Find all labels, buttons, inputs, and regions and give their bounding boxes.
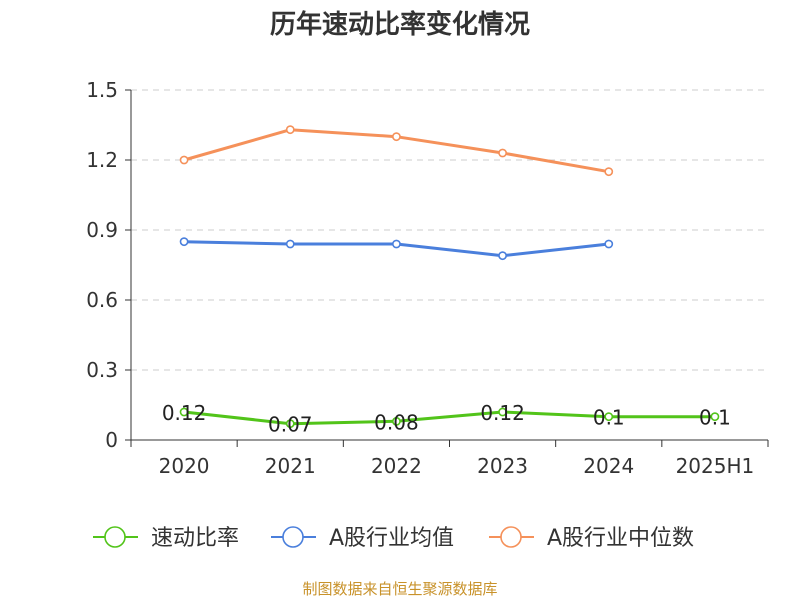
y-tick-label: 1.5 <box>86 78 118 102</box>
legend-marker <box>500 526 522 548</box>
data-point[interactable] <box>285 419 295 429</box>
legend-item-label[interactable]: 速动比率 <box>151 526 239 551</box>
data-point[interactable] <box>392 239 401 249</box>
grid <box>131 89 768 371</box>
source-note: 制图数据来自恒生聚源数据库 <box>302 580 497 598</box>
data-point[interactable] <box>285 125 295 135</box>
legend-item-label[interactable]: A股行业均值 <box>329 526 454 551</box>
x-tick-label: 2023 <box>477 454 528 478</box>
y-tick-label: 0.6 <box>86 288 118 312</box>
y-axis-ticks: 0 0.3 0.6 0.9 1.2 1.5 <box>86 78 118 452</box>
y-tick-label: 0.9 <box>86 218 118 242</box>
chart-title: 历年速动比率变化情况 <box>270 9 530 40</box>
y-tick-label: 0 <box>105 428 118 452</box>
data-point[interactable] <box>498 148 507 158</box>
y-tick-label: 1.2 <box>86 148 118 172</box>
data-label: 0.1 <box>699 406 731 430</box>
x-tick-label: 2024 <box>583 454 634 478</box>
data-point[interactable] <box>604 167 614 177</box>
data-point[interactable] <box>285 239 295 249</box>
series-line-0 <box>183 410 715 426</box>
x-tick-label: 2020 <box>159 454 210 478</box>
series-layer <box>179 125 720 429</box>
data-point[interactable] <box>392 132 401 142</box>
data-label: 0.1 <box>593 406 625 430</box>
legend-marker <box>282 526 304 548</box>
data-point[interactable] <box>604 239 614 249</box>
legend-marker <box>104 526 126 548</box>
x-tick-label: 2021 <box>265 454 316 478</box>
data-label: 0.12 <box>480 401 525 425</box>
x-axis-ticks: 2020 2021 2022 2023 2024 2025H1 <box>159 454 755 478</box>
legend[interactable]: 速动比率 A股行业均值 A股行业中位数 <box>93 526 694 551</box>
data-point[interactable] <box>392 416 401 426</box>
data-point[interactable] <box>179 237 189 247</box>
y-tick-label: 0.3 <box>86 358 118 382</box>
axes <box>125 89 769 447</box>
data-point[interactable] <box>179 155 189 165</box>
data-label: 0.07 <box>268 413 313 437</box>
data-point[interactable] <box>498 251 507 261</box>
data-label: 0.08 <box>374 410 419 434</box>
data-point[interactable] <box>179 407 189 417</box>
x-tick-label: 2025H1 <box>676 454 755 478</box>
data-labels: 0.12 0.07 0.08 0.12 0.1 0.1 <box>162 401 731 437</box>
data-point[interactable] <box>710 412 720 422</box>
x-tick-label: 2022 <box>371 454 422 478</box>
legend-item-label[interactable]: A股行业中位数 <box>547 526 694 551</box>
data-point[interactable] <box>604 412 614 422</box>
data-label: 0.12 <box>162 401 207 425</box>
data-point[interactable] <box>498 407 507 417</box>
